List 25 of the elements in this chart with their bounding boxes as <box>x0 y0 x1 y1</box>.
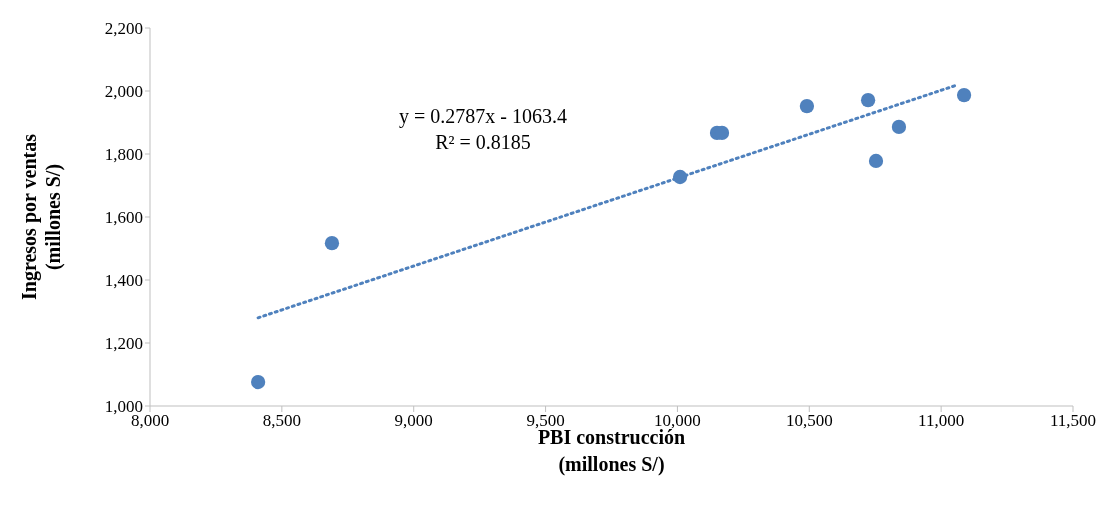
y-tick-label: 1,200 <box>104 334 143 354</box>
point <box>891 119 907 135</box>
point <box>250 374 266 390</box>
x-tick-label: 9,000 <box>394 411 433 431</box>
y-tick-label: 1,400 <box>104 271 143 291</box>
point <box>860 93 876 108</box>
point <box>799 99 815 114</box>
y-tick-label: 2,200 <box>104 19 143 39</box>
x-tick-label: 10,000 <box>654 411 701 431</box>
x-tick-label: 8,000 <box>130 411 170 431</box>
point <box>956 87 972 103</box>
y-tick-label: 2,000 <box>104 82 143 102</box>
y-tick-label: 1,800 <box>104 145 143 165</box>
point <box>672 169 688 185</box>
point <box>324 236 340 251</box>
point <box>868 153 884 169</box>
x-tick-label: 10,500 <box>785 411 833 431</box>
y-axis-title: Ingresos por ventas (millones S/) <box>18 133 65 300</box>
annotation: y = 0.2787x - 1063.4 <box>398 104 568 129</box>
x-tick-label: 11,000 <box>918 411 965 431</box>
annotation: R² = 0.8185 <box>434 130 532 155</box>
x-tick-label: 9,500 <box>526 411 565 431</box>
x-tick-label: 11,500 <box>1049 411 1097 431</box>
y-tick-label: 1,600 <box>104 208 143 228</box>
x-tick-label: 8,500 <box>262 411 301 431</box>
